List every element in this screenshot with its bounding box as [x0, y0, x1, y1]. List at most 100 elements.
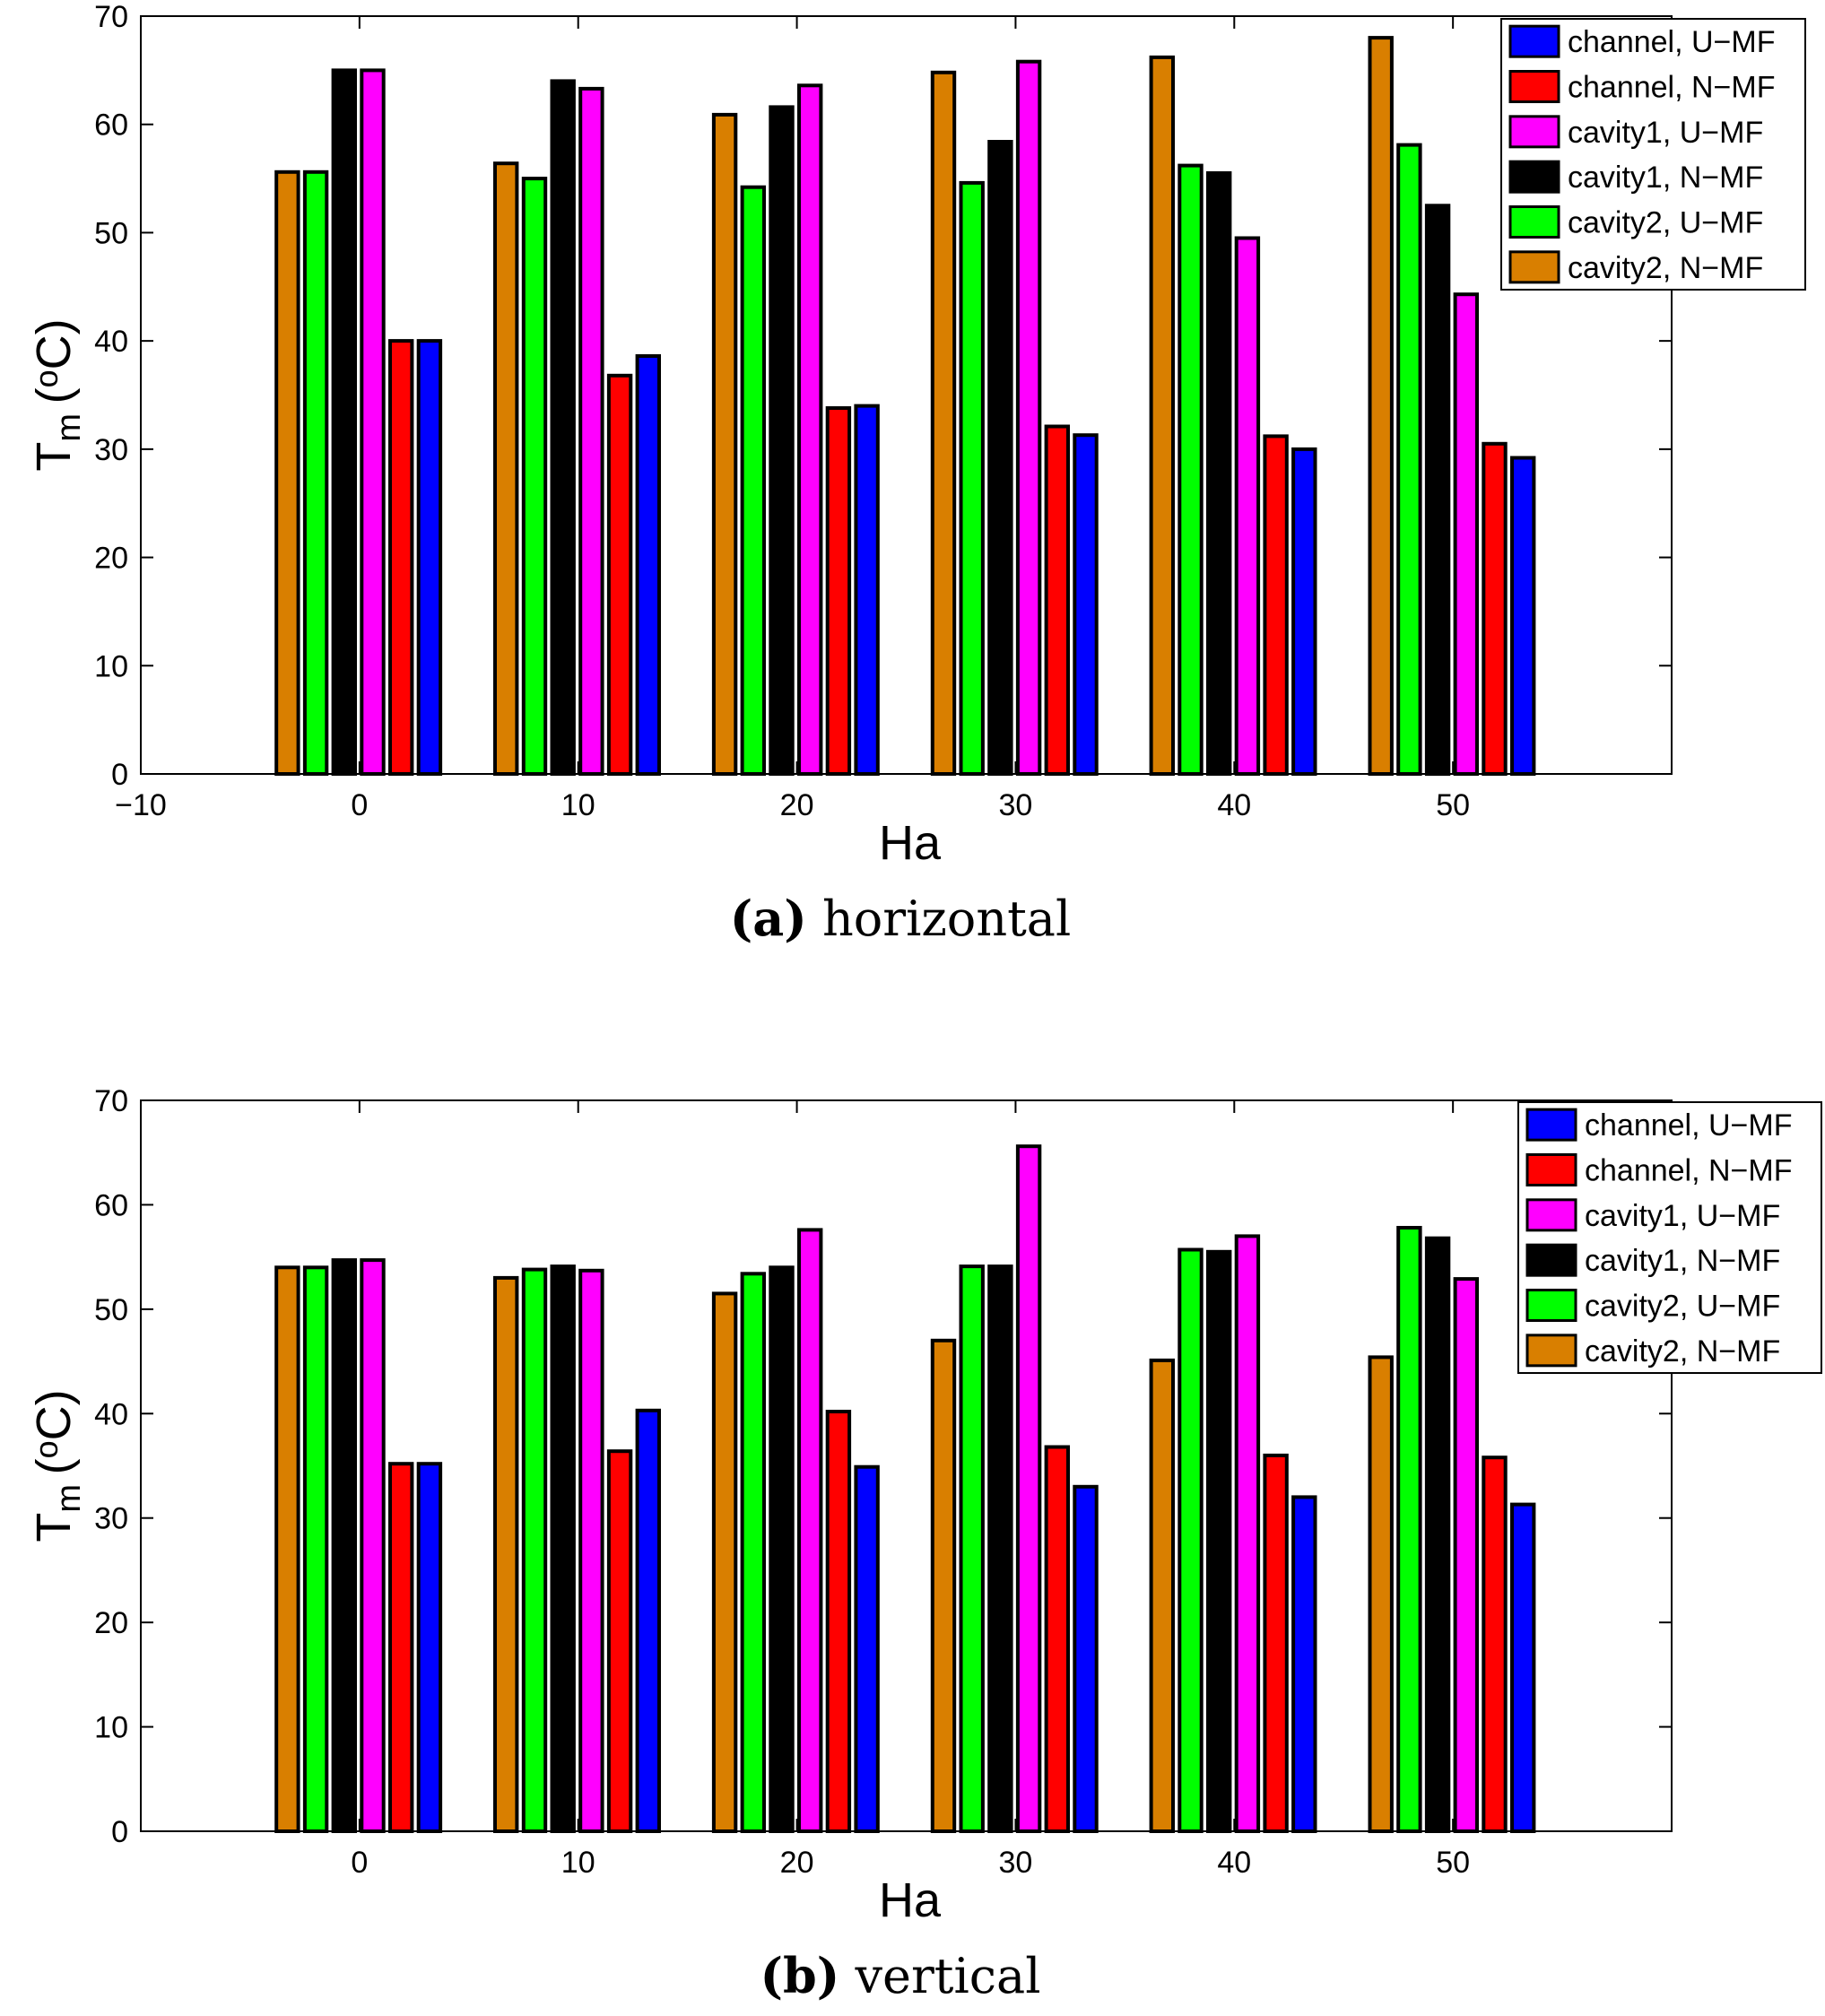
- legend-swatch: [1508, 70, 1560, 103]
- bar-series-4-ha-20: [740, 185, 766, 776]
- bar-series-1-ha-0: [388, 339, 414, 776]
- bar-series-3-ha-10: [550, 1264, 576, 1833]
- bar-series-4-ha-40: [1178, 1247, 1204, 1833]
- caption-text: vertical: [855, 1948, 1041, 2004]
- bar-series-2-ha-0: [360, 68, 386, 776]
- bar-series-3-ha-40: [1206, 171, 1232, 776]
- y-tick-label: 50: [94, 1293, 128, 1327]
- bar-series-2-ha-10: [578, 86, 604, 776]
- bar-series-4-ha-50: [1396, 1226, 1422, 1833]
- x-tick-label: 50: [1436, 788, 1470, 822]
- y-tick-label: 70: [94, 0, 128, 34]
- bar-series-3-ha-40: [1206, 1249, 1232, 1834]
- y-tick-label: 20: [94, 542, 128, 576]
- caption-space: [839, 1948, 855, 2004]
- panel-caption: (b) vertical: [760, 1947, 1041, 2004]
- y-axis-label-part: (: [27, 387, 81, 404]
- bars: [274, 36, 1536, 777]
- bar-series-3-ha-30: [987, 140, 1013, 776]
- y-tick-label: 40: [94, 1397, 128, 1431]
- y-axis-label-part: o: [28, 1440, 65, 1458]
- bar-series-4-ha-10: [521, 1267, 548, 1833]
- y-tick-label: 70: [94, 1084, 128, 1118]
- x-tick-label: 20: [780, 1846, 814, 1880]
- bar-series-3-ha-0: [331, 68, 358, 776]
- bar-series-4-ha-10: [521, 177, 548, 777]
- chart-panel-vertical: 0 10 20 30 40 50 60 70 0 10 20 30 40 50 Ha Tm (oC) chann…: [27, 1084, 1822, 2004]
- bar-series-2-ha-50: [1453, 1277, 1479, 1833]
- x-tick-label: 50: [1436, 1846, 1470, 1880]
- y-tick-label: 50: [94, 216, 128, 250]
- legend-swatch: [1525, 1153, 1577, 1186]
- legend-swatch: [1525, 1289, 1577, 1322]
- bar-series-4-ha-30: [959, 180, 985, 776]
- x-tick-label: 0: [351, 1846, 368, 1880]
- bar-series-0-ha-20: [854, 404, 880, 776]
- x-tick-label: −10: [115, 788, 167, 822]
- legend-box: [1500, 18, 1806, 291]
- bar-series-3-ha-50: [1424, 1236, 1451, 1833]
- legend-entry: channel, U−MF: [1585, 1108, 1793, 1143]
- y-axis-label-part: m: [50, 413, 88, 442]
- bar-series-0-ha-10: [635, 354, 661, 776]
- bar-series-4-ha-30: [959, 1264, 985, 1833]
- bar-series-0-ha-0: [416, 1462, 443, 1833]
- bar-series-5-ha-40: [1149, 1358, 1175, 1833]
- x-axis-label: Ha: [879, 1873, 942, 1927]
- bar-series-5-ha-20: [711, 112, 738, 776]
- x-tick-label: 10: [561, 1846, 595, 1880]
- legend: channel, U−MF channel, N−MF cavity1, U−MF c…: [1517, 1101, 1822, 1374]
- legend-entry: channel, N−MF: [1568, 71, 1776, 105]
- bar-series-4-ha-40: [1178, 163, 1204, 777]
- y-tick-label: 40: [94, 325, 128, 359]
- y-tick-label: 20: [94, 1606, 128, 1640]
- y-axis-label-part: (: [27, 1458, 81, 1474]
- bar-series-5-ha-0: [274, 1265, 300, 1834]
- axes-box: [140, 15, 1673, 775]
- x-tick-label: 0: [351, 788, 368, 822]
- bar-series-2-ha-20: [797, 83, 823, 777]
- bars: [274, 1144, 1536, 1834]
- bar-series-5-ha-30: [930, 70, 957, 777]
- bar-series-5-ha-40: [1149, 55, 1175, 776]
- bar-series-5-ha-30: [930, 1338, 957, 1834]
- y-axis-label-part: [40, 404, 78, 413]
- caption-space: [807, 891, 822, 947]
- y-tick-label: 0: [111, 758, 128, 792]
- legend-swatch: [1508, 160, 1560, 194]
- legend-entry: cavity1, N−MF: [1585, 1244, 1780, 1278]
- x-tick-label: 20: [780, 788, 814, 822]
- legend: channel, U−MF channel, N−MF cavity1, U−MF c…: [1500, 18, 1806, 291]
- bar-series-2-ha-40: [1234, 236, 1261, 776]
- legend-entry: cavity2, N−MF: [1568, 251, 1763, 285]
- y-axis-label-part: T: [27, 1513, 81, 1542]
- y-axis-label-part: m: [50, 1484, 88, 1513]
- legend-entry: channel, N−MF: [1585, 1154, 1793, 1188]
- bar-series-4-ha-0: [302, 169, 329, 777]
- y-axis-label-part: o: [28, 369, 65, 387]
- legend-swatch: [1508, 250, 1560, 284]
- bar-series-1-ha-20: [825, 406, 852, 776]
- bar-series-0-ha-40: [1291, 447, 1317, 776]
- bar-series-0-ha-50: [1510, 1502, 1536, 1833]
- axes-box: [140, 1099, 1673, 1832]
- bar-series-5-ha-50: [1368, 36, 1394, 777]
- y-axis-label-part: C): [27, 1389, 81, 1440]
- legend-entry: cavity1, U−MF: [1585, 1199, 1780, 1233]
- bar-series-5-ha-0: [274, 169, 300, 777]
- bar-series-2-ha-20: [797, 1228, 823, 1833]
- bar-series-3-ha-20: [769, 1265, 795, 1834]
- bar-series-0-ha-0: [416, 339, 443, 776]
- y-axis-label-part: [40, 1474, 78, 1484]
- bar-series-4-ha-0: [302, 1265, 329, 1834]
- legend-entry: cavity1, U−MF: [1568, 116, 1763, 150]
- legend-entry: cavity2, N−MF: [1585, 1334, 1780, 1369]
- bar-series-4-ha-20: [740, 1272, 766, 1834]
- bar-series-1-ha-10: [606, 373, 633, 776]
- bar-series-1-ha-40: [1263, 434, 1289, 776]
- bar-series-3-ha-0: [331, 1258, 358, 1833]
- legend-box: [1517, 1101, 1822, 1374]
- bar-series-1-ha-20: [825, 1410, 852, 1833]
- bar-series-2-ha-30: [1015, 1144, 1042, 1833]
